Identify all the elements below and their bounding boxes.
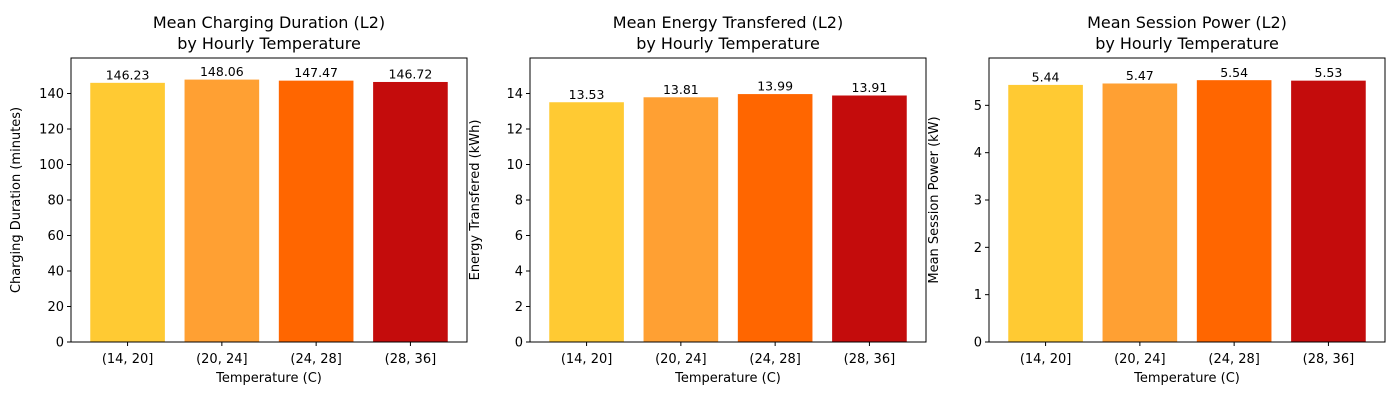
bar-4 — [831, 94, 908, 343]
chart-panel-2: Mean Energy Transfered (L2) by Hourly Tem… — [468, 13, 927, 386]
bar-4 — [1290, 79, 1367, 343]
bar-2 — [183, 78, 260, 343]
y-tick-label-5: 80 — [47, 194, 64, 209]
y-axis-label: Energy Transfered (kWh) — [468, 120, 483, 281]
plot-frame — [70, 57, 468, 343]
plot-frame — [988, 57, 1386, 343]
x-tick-label-2: (20, 24] — [655, 352, 707, 367]
chart-subtitle: by Hourly Temperature — [1095, 34, 1279, 53]
data-label-2: 5.47 — [1126, 68, 1154, 83]
data-label-3: 5.54 — [1220, 65, 1248, 80]
data-label-1: 13.53 — [569, 87, 605, 102]
x-axis-label: Temperature (C) — [215, 371, 322, 386]
bar-1 — [89, 82, 166, 343]
chart-title: Mean Charging Duration (L2) — [153, 13, 385, 32]
x-axis-label: Temperature (C) — [1133, 371, 1240, 386]
y-tick-label-7: 120 — [39, 123, 64, 138]
data-label-1: 146.23 — [106, 67, 150, 82]
data-label-3: 147.47 — [294, 65, 338, 80]
x-tick-label-3: (24, 28] — [1208, 352, 1260, 367]
x-tick-label-3: (24, 28] — [290, 352, 342, 367]
bar-1 — [1007, 84, 1084, 343]
y-tick-label-5: 8 — [515, 194, 523, 209]
y-tick-label-8: 140 — [39, 87, 64, 102]
bar-3 — [278, 79, 355, 343]
y-tick-label-4: 60 — [47, 229, 64, 244]
bar-2 — [1101, 82, 1178, 343]
y-tick-label-7: 12 — [506, 123, 523, 138]
data-label-2: 148.06 — [200, 64, 244, 79]
y-tick-label-6: 100 — [39, 158, 64, 173]
x-tick-label-4: (28, 36] — [844, 352, 896, 367]
bar-2 — [642, 96, 719, 343]
x-tick-label-4: (28, 36] — [385, 352, 437, 367]
data-label-4: 146.72 — [389, 67, 433, 82]
chart-panel-1: Mean Charging Duration (L2) by Hourly Tem… — [9, 13, 468, 386]
chart-subtitle: by Hourly Temperature — [177, 34, 361, 53]
x-tick-label-1: (14, 20] — [102, 352, 154, 367]
chart-title: Mean Energy Transfered (L2) — [613, 13, 843, 32]
x-tick-label-2: (20, 24] — [196, 352, 248, 367]
data-label-1: 5.44 — [1032, 70, 1060, 85]
x-tick-label-4: (28, 36] — [1303, 352, 1355, 367]
y-tick-label-3: 40 — [47, 265, 64, 280]
bar-3 — [737, 93, 814, 343]
y-tick-label-5: 4 — [974, 146, 982, 161]
data-label-2: 13.81 — [663, 82, 699, 97]
data-label-4: 13.91 — [852, 80, 888, 95]
y-tick-label-2: 1 — [974, 288, 982, 303]
x-tick-label-1: (14, 20] — [1020, 352, 1072, 367]
x-tick-label-3: (24, 28] — [749, 352, 801, 367]
y-tick-label-2: 20 — [47, 300, 64, 315]
y-tick-label-1: 0 — [974, 336, 982, 351]
y-tick-label-8: 14 — [506, 87, 523, 102]
chart-title: Mean Session Power (L2) — [1087, 13, 1287, 32]
y-tick-label-3: 2 — [974, 241, 982, 256]
y-tick-label-4: 6 — [515, 229, 523, 244]
plot-frame — [529, 57, 927, 343]
y-tick-label-3: 4 — [515, 265, 523, 280]
x-tick-label-1: (14, 20] — [561, 352, 613, 367]
bar-4 — [372, 81, 449, 343]
chart-subtitle: by Hourly Temperature — [636, 34, 820, 53]
y-tick-label-6: 10 — [506, 158, 523, 173]
data-label-4: 5.53 — [1315, 65, 1343, 80]
y-tick-label-6: 5 — [974, 99, 982, 114]
y-tick-label-1: 0 — [56, 336, 64, 351]
chart-panel-3: Mean Session Power (L2) by Hourly Tempera… — [927, 13, 1386, 386]
y-tick-label-2: 2 — [515, 300, 523, 315]
data-label-3: 13.99 — [757, 79, 793, 94]
x-tick-label-2: (20, 24] — [1114, 352, 1166, 367]
y-axis-label: Charging Duration (minutes) — [9, 107, 24, 293]
y-tick-label-4: 3 — [974, 194, 982, 209]
y-axis-label: Mean Session Power (kW) — [927, 116, 942, 283]
bar-1 — [548, 101, 625, 343]
bar-3 — [1196, 79, 1273, 343]
x-axis-label: Temperature (C) — [674, 371, 781, 386]
y-tick-label-1: 0 — [515, 336, 523, 351]
